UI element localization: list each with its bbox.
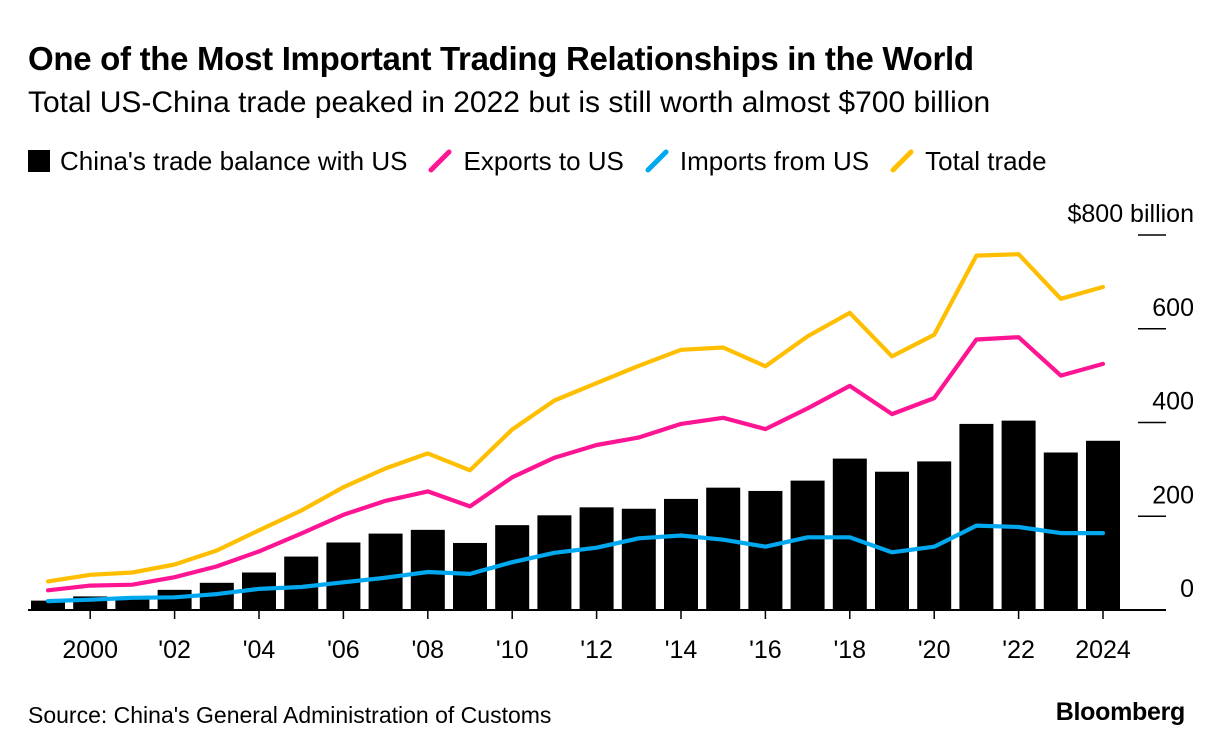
bar-balance-2020 <box>917 461 952 610</box>
bloomberg-logo: Bloomberg <box>1055 698 1186 726</box>
legend-item-balance: China's trade balance with US <box>28 146 407 177</box>
x-tick-label-2004: '04 <box>243 636 276 664</box>
source-note: Source: China's General Administration o… <box>28 702 552 728</box>
legend-item-exports: Exports to US <box>427 145 624 177</box>
bar-balance-1999 <box>31 600 65 610</box>
y-tick-label-600: 600 <box>1152 294 1194 322</box>
line-total <box>45 252 1106 584</box>
x-tick-label-2018: '18 <box>834 636 867 664</box>
legend-label-imports: Imports from US <box>679 145 870 176</box>
line-exports <box>45 335 1106 593</box>
x-tick-label-2002: '02 <box>158 636 191 664</box>
bar-balance-2007 <box>368 533 403 610</box>
bar-balance-2016 <box>748 490 783 610</box>
legend: China's trade balance with US Exports to… <box>28 143 1067 179</box>
y-tick-label-200: 200 <box>1152 481 1194 509</box>
y-tick-label-800: $800 billion <box>1068 200 1195 228</box>
bar-balance-2006 <box>326 542 361 610</box>
bar-balance-2002 <box>157 589 192 610</box>
legend-item-total: Total trade <box>889 145 1047 177</box>
bar-balance-2019 <box>875 471 909 610</box>
y-tick-label-0: 0 <box>1180 575 1194 603</box>
legend-swatch-balance <box>28 150 50 172</box>
legend-swatch-imports <box>645 149 669 173</box>
x-tick-label-2024: 2024 <box>1075 636 1131 664</box>
bar-balance-2022 <box>1001 420 1036 610</box>
legend-label-exports: Exports to US <box>463 145 624 176</box>
legend-item-imports: Imports from US <box>644 146 869 177</box>
x-tick-label-2014: '14 <box>665 636 698 664</box>
legend-label-total: Total trade <box>925 145 1047 176</box>
bar-balance-2005 <box>284 556 319 610</box>
line-imports <box>45 523 1106 604</box>
chart-subtitle: Total US-China trade peaked in 2022 but … <box>28 86 991 119</box>
x-tick-label-2010: '10 <box>496 636 529 664</box>
series-lines <box>45 252 1106 604</box>
legend-label-balance: China's trade balance with US <box>60 145 408 176</box>
x-tick-label-2020: '20 <box>918 636 951 664</box>
bar-balance-2024 <box>1086 440 1120 610</box>
bar-balance-2012 <box>579 507 614 610</box>
bar-balance-2015 <box>706 487 741 610</box>
y-tick-label-400: 400 <box>1152 388 1194 416</box>
x-tick-label-2012: '12 <box>580 636 613 664</box>
x-tick-label-2006: '06 <box>327 636 360 664</box>
x-tick-label-2016: '16 <box>749 636 782 664</box>
legend-swatch-total <box>890 149 914 173</box>
x-tick-label-2008: '08 <box>412 636 445 664</box>
bar-balance-2013 <box>621 508 656 610</box>
bar-balance-2010 <box>495 525 530 610</box>
bar-balance-2009 <box>453 542 487 610</box>
gridlines <box>1138 234 1166 517</box>
x-tick-label-2022: '22 <box>1002 636 1035 664</box>
chart-title: One of the Most Important Trading Relati… <box>28 40 974 77</box>
balance-bars <box>31 420 1120 610</box>
x-tick-label-2000: 2000 <box>62 636 118 664</box>
bar-balance-2014 <box>664 498 698 610</box>
bar-balance-2018 <box>832 458 867 610</box>
legend-swatch-exports <box>428 149 452 173</box>
bar-balance-2011 <box>537 515 572 610</box>
bar-balance-2017 <box>790 480 825 610</box>
bar-balance-2021 <box>959 423 994 610</box>
axes: 0 200 400 600 $800 billion 2000 '02 '04 '06 '08 '1… <box>28 200 1194 664</box>
